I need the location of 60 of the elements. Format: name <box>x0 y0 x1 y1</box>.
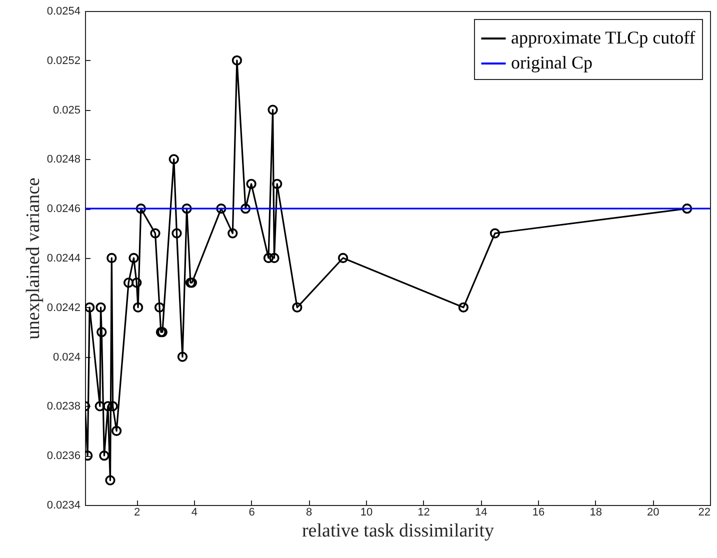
point <box>105 475 116 486</box>
x-tick-label: 18 <box>590 506 602 518</box>
legend-label: original Cp <box>511 52 592 72</box>
legend-label: approximate TLCp cutoff <box>511 28 696 48</box>
point <box>292 302 302 312</box>
y-tick-label: 0.0248 <box>46 154 80 166</box>
point <box>150 228 160 238</box>
point <box>458 302 469 312</box>
x-tick-label: 22 <box>698 506 710 518</box>
point <box>268 104 278 115</box>
point <box>106 252 117 264</box>
x-tick-label: 8 <box>306 506 312 518</box>
point <box>490 228 500 238</box>
x-tick-label: 6 <box>248 506 255 518</box>
y-tick-label: 0.0234 <box>46 500 80 512</box>
x-tick-label: 4 <box>191 506 198 518</box>
point <box>96 327 107 338</box>
point <box>132 302 144 312</box>
point <box>85 302 95 312</box>
point <box>96 302 106 312</box>
point <box>682 204 692 214</box>
x-tick-label: 14 <box>475 506 488 518</box>
point <box>128 252 139 264</box>
point <box>99 450 110 461</box>
x-tick-label: 10 <box>360 506 373 518</box>
x-tick-label: 2 <box>134 506 140 518</box>
point <box>228 228 238 238</box>
y-tick-label: 0.025 <box>52 104 80 116</box>
y-tick-label: 0.0242 <box>46 302 80 314</box>
point <box>136 204 146 214</box>
point <box>246 178 256 189</box>
y-axis-title: unexplained variance <box>22 178 44 340</box>
point <box>269 252 280 264</box>
point <box>94 401 105 412</box>
point <box>272 178 282 189</box>
point <box>108 401 118 412</box>
y-tick-label: 0.0246 <box>46 203 80 216</box>
y-tick-label: 0.0236 <box>46 450 80 462</box>
point <box>216 204 226 214</box>
point <box>168 154 179 164</box>
x-tick-label: 12 <box>418 506 430 518</box>
point <box>338 252 348 264</box>
point <box>154 302 165 312</box>
y-tick-label: 0.0252 <box>46 54 80 67</box>
point <box>263 252 274 264</box>
x-tick-label: 20 <box>647 506 660 518</box>
point <box>182 204 192 214</box>
point <box>240 204 251 214</box>
point <box>177 352 188 362</box>
x-axis-title: relative task dissimilarity <box>302 520 495 542</box>
point <box>132 278 142 288</box>
y-tick-label: 0.024 <box>52 351 80 364</box>
y-tick-label: 0.0254 <box>46 6 80 18</box>
point <box>172 228 182 238</box>
point <box>111 426 122 436</box>
y-tick-label: 0.0244 <box>46 252 80 264</box>
x-tick-label: 16 <box>532 506 545 518</box>
point <box>232 55 242 66</box>
point <box>123 278 134 288</box>
y-tick-label: 0.0238 <box>46 400 80 413</box>
